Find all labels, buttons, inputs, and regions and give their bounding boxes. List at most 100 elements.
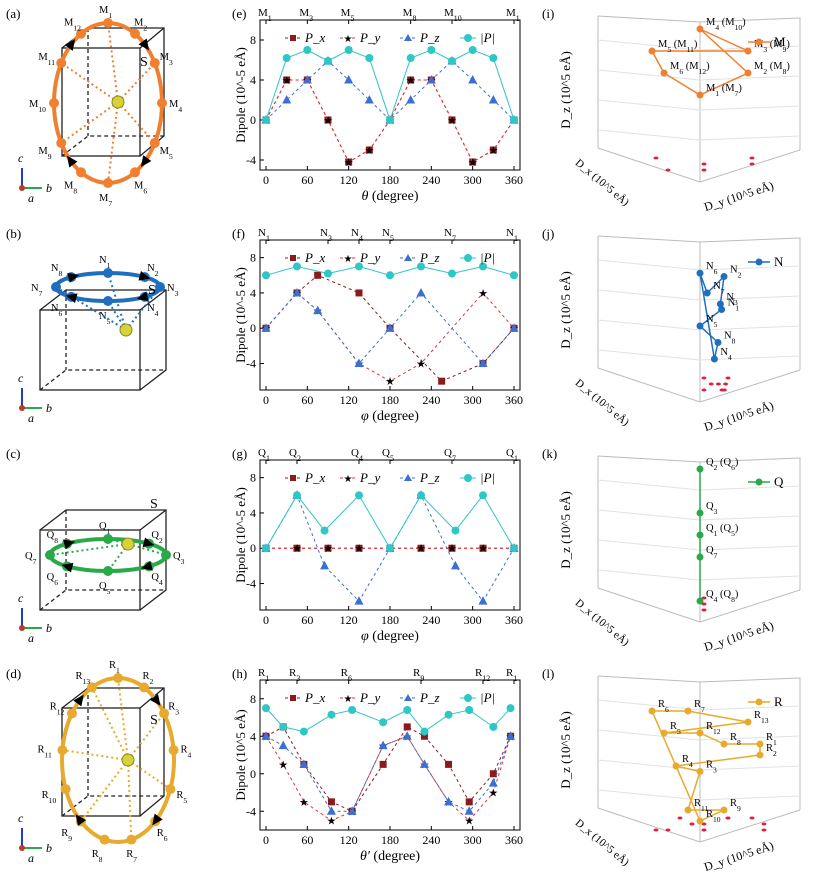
legend-label: P_y bbox=[359, 30, 380, 45]
trajectory-point bbox=[672, 762, 680, 770]
grid-line bbox=[699, 765, 801, 771]
data-point-absPabs bbox=[282, 54, 291, 62]
ring-point bbox=[159, 708, 170, 719]
ring-arrow bbox=[138, 38, 150, 51]
panel-label: (e) bbox=[232, 6, 246, 21]
series-line-Px bbox=[265, 274, 515, 382]
trajectory-point bbox=[756, 751, 764, 759]
grid-line bbox=[699, 485, 801, 491]
axis-c-label: c bbox=[18, 151, 24, 165]
data-point-absPabs bbox=[303, 46, 312, 54]
ring-point bbox=[161, 550, 171, 560]
axis-a-label: a bbox=[28, 191, 34, 205]
trajectory-panel: (k) D_z (10^5 eÅ) D_y (10^5 eÅ) D_x (10^5 e… bbox=[542, 446, 801, 654]
ring-point-label: R4 bbox=[180, 744, 191, 759]
trajectory-point-label: R2 bbox=[766, 743, 777, 758]
ring-point-label: R7 bbox=[126, 849, 137, 864]
data-point-Pz bbox=[506, 731, 516, 740]
top-point-label: M3 bbox=[299, 7, 313, 23]
trajectory-point bbox=[744, 718, 752, 726]
legend-label: P_y bbox=[359, 250, 380, 265]
y-tick-label: -4 bbox=[246, 804, 256, 818]
data-point-Py: ★ bbox=[354, 543, 364, 555]
ring-point-label: R9 bbox=[61, 828, 72, 843]
projection-dot bbox=[715, 382, 721, 386]
data-point-absPabs bbox=[420, 727, 429, 736]
data-point-Py: ★ bbox=[447, 115, 457, 127]
box-edge bbox=[597, 16, 801, 183]
panel-label: (l) bbox=[542, 666, 554, 681]
trajectory-point-label: Q7 bbox=[706, 545, 718, 560]
spin-ray bbox=[127, 543, 167, 556]
y-axis-title: Dipole (10^-5 eÅ) bbox=[233, 267, 248, 363]
data-point-absPabs bbox=[365, 54, 374, 62]
data-point-Pz bbox=[444, 796, 454, 806]
x-axis-title: φ (degree) bbox=[361, 629, 419, 644]
top-point-label: M1 bbox=[258, 7, 272, 23]
legend-marker bbox=[464, 694, 472, 702]
top-point-label: M10 bbox=[444, 7, 462, 23]
trajectory-point bbox=[648, 707, 656, 715]
trajectory-point-label: M2 (M8) bbox=[754, 61, 790, 76]
grid-line bbox=[699, 45, 801, 51]
box-edge bbox=[597, 675, 801, 810]
data-point-Pz bbox=[488, 778, 498, 787]
legend-marker bbox=[464, 254, 472, 262]
trajectory-point-label: N1 bbox=[728, 298, 740, 313]
data-point-Pz bbox=[313, 305, 323, 315]
top-point-label: M8 bbox=[403, 7, 417, 23]
data-point-absPabs bbox=[417, 262, 425, 271]
data-point-Pz bbox=[450, 560, 460, 570]
structure-panel: (a) M1 M2 M3 M4 M5 M6 M7 M8 M9 M10 M11 M12 Sc ba bbox=[6, 5, 182, 208]
y-tick-label: 4 bbox=[250, 506, 256, 520]
ring-point-label: M5 bbox=[160, 146, 173, 161]
legend-label: P_x bbox=[304, 250, 325, 265]
trajectory-point-label: N3 bbox=[726, 292, 738, 307]
data-point-Px bbox=[445, 760, 453, 768]
y-tick-label: 8 bbox=[250, 692, 256, 706]
trajectory-panel: (l) D_z (10^5 eÅ) D_y (10^5 eÅ) D_x (10^5 e… bbox=[542, 666, 801, 874]
cube-edge bbox=[139, 687, 165, 709]
panel-label: (f) bbox=[232, 226, 245, 241]
data-point-Py: ★ bbox=[278, 759, 288, 771]
panel-label: (h) bbox=[232, 666, 247, 681]
data-point-Pz bbox=[385, 323, 395, 332]
cube-front bbox=[61, 47, 141, 157]
axis-b-label: b bbox=[46, 181, 52, 195]
grid-line bbox=[597, 39, 701, 51]
data-point-absPabs bbox=[510, 271, 518, 280]
projection-dot bbox=[723, 382, 729, 386]
ring-point bbox=[49, 98, 59, 108]
ring-point-label: Q3 bbox=[173, 551, 185, 566]
box-3d bbox=[597, 455, 801, 623]
trajectory-point-label: R7 bbox=[694, 699, 705, 714]
data-point-absPabs bbox=[355, 262, 363, 271]
box-3d bbox=[597, 675, 801, 843]
trajectory-point bbox=[756, 740, 764, 748]
data-point-Py: ★ bbox=[327, 816, 337, 828]
legend: P_x ★ P_y P_z |P| bbox=[285, 470, 495, 485]
ring-point bbox=[155, 282, 165, 292]
x-tick-label: 0 bbox=[263, 393, 269, 407]
legend-marker bbox=[290, 255, 296, 261]
panel-label: (a) bbox=[6, 6, 20, 21]
data-point-absPabs bbox=[344, 46, 353, 54]
trajectory-point bbox=[714, 339, 722, 346]
y-tick-label: 4 bbox=[250, 286, 256, 300]
trajectory-point bbox=[720, 273, 728, 280]
data-point-absPabs bbox=[479, 491, 487, 500]
x-axis-title-3d: D_x (10^5 eÅ) bbox=[573, 817, 632, 869]
legend-marker bbox=[290, 35, 296, 41]
ring-point bbox=[168, 745, 179, 756]
grid-line bbox=[597, 479, 701, 491]
box-3d bbox=[597, 15, 801, 183]
ring-arrow bbox=[149, 694, 161, 706]
legend-label: |P| bbox=[480, 250, 495, 265]
x-tick-label: 0 bbox=[263, 613, 269, 627]
projection-dot bbox=[725, 816, 731, 820]
data-point-Pz bbox=[320, 560, 330, 570]
x-tick-label: 60 bbox=[301, 173, 313, 187]
axis-a-label: a bbox=[28, 411, 34, 425]
data-point-Px bbox=[465, 798, 473, 806]
grid-line bbox=[699, 795, 801, 801]
